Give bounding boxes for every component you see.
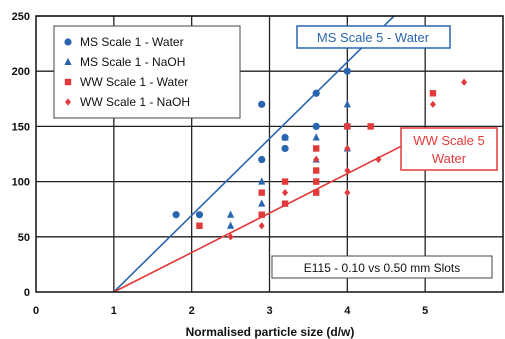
data-point — [281, 200, 289, 207]
legend-marker — [64, 57, 72, 65]
data-point — [258, 211, 265, 218]
y-tick-label: 200 — [12, 66, 30, 78]
annotation-ms-box — [296, 25, 451, 49]
legend: MS Scale 1 - Water MS Scale 1 - NaOH WW Sc… — [53, 25, 241, 119]
data-point — [375, 155, 382, 164]
data-point — [258, 189, 265, 196]
fit-lines — [113, 15, 426, 293]
plot-frame — [35, 15, 504, 293]
data-point — [258, 100, 266, 108]
data-point — [343, 67, 351, 75]
data-point — [312, 133, 320, 141]
data-point — [312, 89, 320, 97]
legend-label: MS Scale 1 - Water — [80, 35, 184, 49]
y-tick-label: 250 — [12, 11, 30, 23]
data-point — [429, 100, 436, 108]
data-point — [344, 189, 351, 197]
data-point — [281, 144, 289, 153]
data-point — [312, 122, 320, 130]
data-point — [195, 211, 204, 219]
note-frame — [271, 255, 493, 279]
data-point — [313, 189, 320, 196]
data-point — [313, 178, 320, 186]
x-tick-label: 4 — [344, 305, 351, 317]
legend-marker — [65, 98, 71, 106]
y-tick-label: 100 — [12, 177, 30, 189]
legend-label: MS Scale 1 - NaOH — [80, 55, 185, 69]
data-point — [429, 90, 437, 97]
fit-line — [113, 15, 395, 293]
x-tick-label: 0 — [33, 305, 39, 317]
data-point — [313, 155, 320, 164]
data-point — [196, 222, 203, 229]
data-point — [367, 123, 374, 130]
x-tick-label: 5 — [422, 305, 428, 317]
data-point — [227, 233, 234, 241]
data-point — [226, 210, 235, 218]
legend-box — [53, 25, 241, 119]
y-tick-labels: 0 50 100 150 200 250 — [12, 11, 30, 299]
data-point — [313, 167, 320, 174]
y-tick-label: 0 — [24, 287, 30, 299]
annotation-ww-scale5: WW Scale 5 Water — [400, 127, 498, 171]
annotation-ms-text: MS Scale 5 - Water — [317, 30, 430, 45]
data-point — [343, 100, 351, 108]
data-point — [313, 145, 320, 152]
data-point — [281, 133, 289, 141]
y-tick-label: 50 — [18, 232, 30, 244]
data-point — [258, 177, 266, 185]
legend-label: WW Scale 1 - Water — [80, 75, 188, 89]
annotation-ww-text-line2: Water — [432, 151, 467, 166]
data-point — [344, 166, 351, 175]
note-box: E115 - 0.10 vs 0.50 mm Slots — [271, 255, 493, 279]
x-axis-label: Normalised particle size (d/w) — [186, 325, 355, 339]
data-points — [172, 67, 468, 241]
x-tick-labels: 0 1 2 3 4 5 — [33, 305, 428, 317]
data-point — [281, 178, 289, 185]
legend-label: WW Scale 1 - NaOH — [80, 95, 190, 109]
data-point — [344, 144, 351, 153]
data-point — [226, 221, 235, 229]
data-point — [172, 211, 180, 219]
data-point — [344, 123, 351, 130]
data-point — [461, 78, 468, 86]
data-point — [258, 199, 266, 207]
annotation-ms-scale5: MS Scale 5 - Water — [296, 25, 451, 49]
x-tick-label: 2 — [189, 305, 195, 317]
legend-marker — [64, 38, 72, 46]
note-text: E115 - 0.10 vs 0.50 mm Slots — [304, 261, 461, 275]
data-point — [258, 155, 266, 164]
annotation-ww-box — [400, 127, 498, 171]
y-tick-label: 150 — [12, 121, 30, 133]
fit-line — [113, 133, 426, 293]
data-point — [258, 222, 265, 230]
annotation-ww-text-line1: WW Scale 5 — [413, 133, 485, 148]
x-tick-label: 3 — [266, 305, 272, 317]
data-point — [282, 189, 289, 197]
x-tick-label: 1 — [111, 305, 117, 317]
legend-marker — [64, 78, 72, 86]
